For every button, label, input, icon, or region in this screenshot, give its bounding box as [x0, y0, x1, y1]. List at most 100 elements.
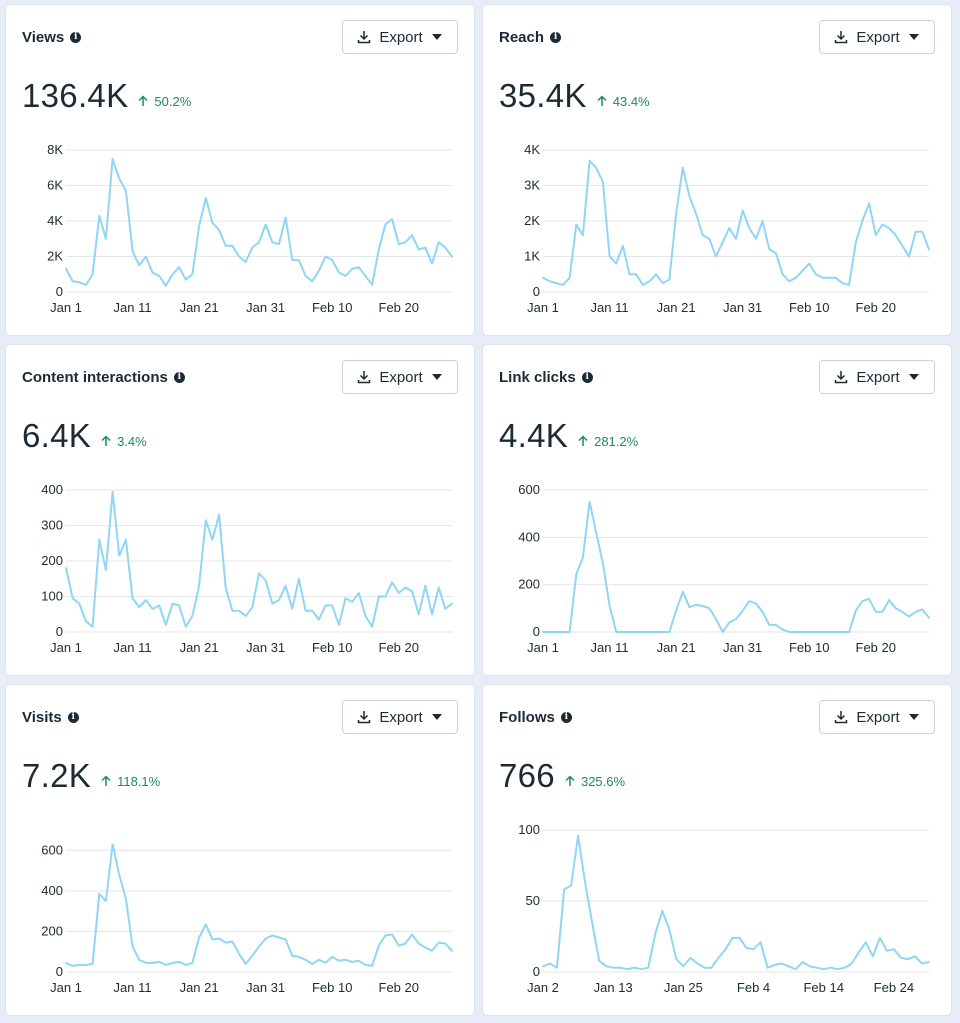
- metric-change: 281.2%: [578, 434, 638, 449]
- export-label: Export: [856, 708, 900, 726]
- x-tick-label: Jan 11: [114, 980, 152, 995]
- x-tick-label: Jan 1: [50, 640, 82, 655]
- views-chart: 0 2K 4K 6K 8K Jan 1 Jan 11 Jan 21 Jan 31 Feb 10 Fe…: [47, 142, 453, 315]
- metric-change-value: 325.6%: [580, 773, 626, 789]
- y-tick-label: 400: [41, 883, 63, 898]
- y-tick-label: 2K: [524, 213, 540, 228]
- caret-down-icon: [431, 34, 442, 40]
- x-tick-label: Feb 4: [737, 980, 770, 995]
- content-interactions-chart: 0 100 200 300 400 Jan 1 Jan 11 Jan 21 Jan 31 Feb …: [41, 482, 453, 655]
- views-card: Views i Export 136.4K 50.2% 0 2K 4K 6K 8K Jan…: [6, 5, 474, 335]
- y-tick-label: 400: [518, 529, 540, 544]
- x-tick-label: Jan 21: [180, 300, 219, 315]
- visits-card: Visits i Export 7.2K 118.1% 0 200 400 600 Ja…: [6, 685, 474, 1015]
- export-button[interactable]: Export: [819, 700, 935, 734]
- y-tick-label: 100: [41, 589, 63, 604]
- y-tick-label: 200: [518, 577, 540, 592]
- info-icon[interactable]: i: [560, 712, 572, 723]
- metric-row: 766 325.6%: [499, 757, 625, 795]
- export-button[interactable]: Export: [819, 20, 935, 54]
- arrow-up-icon: [565, 775, 575, 786]
- x-tick-label: Jan 2: [527, 980, 559, 995]
- y-tick-label: 1K: [524, 249, 540, 264]
- info-icon[interactable]: i: [581, 372, 593, 383]
- series-line: [65, 490, 453, 628]
- content-interactions-card: Content interactions i Export 6.4K 3.4% …: [6, 345, 474, 675]
- download-icon: [835, 31, 848, 44]
- card-title: Visits i: [22, 709, 79, 726]
- x-tick-label: Jan 11: [114, 640, 152, 655]
- link-clicks-chart: 0 200 400 600 Jan 1 Jan 11 Jan 21 Jan 31 Feb 10 F…: [518, 482, 930, 655]
- metric-row: 4.4K 281.2%: [499, 417, 638, 455]
- arrow-up-icon: [138, 95, 148, 106]
- follows-chart: 0 50 100 Jan 2 Jan 13 Jan 25 Feb 4 Feb 14 Feb 24: [518, 822, 930, 995]
- download-icon: [835, 371, 848, 384]
- metric-value: 136.4K: [22, 77, 129, 114]
- arrow-up-icon: [578, 435, 588, 446]
- metric-change: 50.2%: [138, 94, 191, 109]
- caret-down-icon: [908, 34, 919, 40]
- y-tick-label: 0: [533, 624, 540, 639]
- arrow-up-icon: [101, 435, 111, 446]
- metric-change: 3.4%: [101, 434, 147, 449]
- x-tick-label: Feb 24: [874, 980, 914, 995]
- metric-change-value: 118.1%: [117, 773, 161, 789]
- y-tick-label: 0: [56, 284, 63, 299]
- download-icon: [358, 31, 371, 44]
- metric-change-value: 3.4%: [117, 433, 147, 449]
- metric-value: 35.4K: [499, 77, 587, 114]
- metric-row: 6.4K 3.4%: [22, 417, 147, 455]
- download-icon: [358, 371, 371, 384]
- export-label: Export: [856, 368, 900, 386]
- x-tick-label: Feb 20: [379, 640, 419, 655]
- metric-row: 35.4K 43.4%: [499, 77, 650, 115]
- x-tick-label: Jan 31: [723, 300, 762, 315]
- card-title-text: Link clicks: [499, 369, 576, 386]
- y-tick-label: 2K: [47, 249, 63, 264]
- x-tick-label: Jan 1: [50, 980, 82, 995]
- info-icon[interactable]: i: [173, 372, 185, 383]
- card-title: Follows i: [499, 709, 572, 726]
- x-tick-label: Jan 21: [657, 300, 696, 315]
- y-tick-label: 4K: [524, 142, 540, 157]
- visits-chart: 0 200 400 600 Jan 1 Jan 11 Jan 21 Jan 31 Feb 10 F…: [41, 842, 453, 995]
- card-title: Reach i: [499, 29, 562, 46]
- info-icon[interactable]: i: [70, 32, 82, 43]
- x-tick-label: Jan 11: [114, 300, 152, 315]
- caret-down-icon: [908, 374, 919, 380]
- series-line: [65, 843, 453, 967]
- y-tick-label: 300: [41, 518, 63, 533]
- metric-change-value: 43.4%: [612, 93, 650, 109]
- metric-change: 325.6%: [565, 774, 625, 789]
- card-title-text: Follows: [499, 709, 555, 726]
- series-line: [542, 500, 930, 633]
- x-tick-label: Jan 1: [527, 300, 559, 315]
- card-title-text: Content interactions: [22, 369, 168, 386]
- y-tick-label: 3K: [524, 178, 540, 193]
- y-tick-label: 0: [533, 964, 540, 979]
- caret-down-icon: [908, 714, 919, 720]
- series-line: [542, 159, 930, 286]
- x-tick-label: Jan 1: [527, 640, 559, 655]
- x-tick-label: Jan 31: [723, 640, 762, 655]
- x-tick-label: Feb 10: [789, 640, 829, 655]
- y-tick-label: 6K: [47, 178, 63, 193]
- info-icon[interactable]: i: [550, 32, 562, 43]
- y-tick-label: 0: [56, 624, 63, 639]
- export-button[interactable]: Export: [342, 20, 458, 54]
- metric-value: 6.4K: [22, 417, 92, 454]
- follows-card: Follows i Export 766 325.6% 0 50 100 Jan 2 J…: [483, 685, 951, 1015]
- info-icon[interactable]: i: [67, 712, 79, 723]
- card-title: Views i: [22, 29, 82, 46]
- card-title-text: Visits: [22, 709, 62, 726]
- export-button[interactable]: Export: [342, 700, 458, 734]
- x-tick-label: Jan 1: [50, 300, 82, 315]
- metric-change: 118.1%: [101, 774, 160, 789]
- arrow-up-icon: [597, 95, 607, 106]
- x-tick-label: Jan 21: [657, 640, 696, 655]
- export-button[interactable]: Export: [819, 360, 935, 394]
- export-button[interactable]: Export: [342, 360, 458, 394]
- metric-value: 4.4K: [499, 417, 569, 454]
- x-tick-label: Jan 11: [591, 300, 629, 315]
- metric-value: 766: [499, 757, 555, 794]
